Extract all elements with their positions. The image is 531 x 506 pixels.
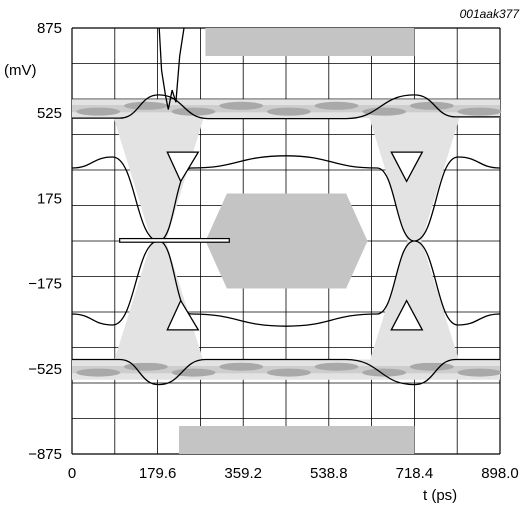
x-tick-label: 538.8 [310, 465, 348, 482]
upper-rail-dense-patch [314, 101, 359, 110]
jitter-bar [119, 237, 230, 243]
x-tick-label: 179.6 [139, 465, 177, 482]
eye-outline-1 [71, 358, 500, 386]
upper-rail-dense-patch [219, 101, 264, 110]
lower-rail-dense-patch [219, 362, 264, 371]
figure-id: 001aak377 [460, 7, 521, 21]
plot-area [71, 27, 502, 455]
x-tick-label: 718.4 [396, 465, 434, 482]
y-tick-label: 525 [37, 105, 62, 122]
upper-rail-dense-patch [266, 107, 311, 116]
eye-outline-0 [72, 94, 500, 120]
top-mask [205, 28, 415, 56]
eye-corner-triangle-3 [390, 299, 424, 331]
x-tick-label: 898.0 [481, 465, 519, 482]
lower-rail-dense-patch [314, 362, 359, 371]
eye-corner-triangle-2 [390, 151, 424, 183]
y-tick-label: 875 [37, 20, 62, 37]
overshoot-spike [158, 27, 185, 110]
upper-rail-dense-patch [362, 107, 407, 116]
bottom-mask [179, 426, 415, 454]
x-tick-label: 0 [68, 465, 76, 482]
y-tick-label: −525 [28, 361, 62, 378]
y-tick-label: −175 [28, 276, 62, 293]
x-tick-label: 359.2 [224, 465, 262, 482]
y-tick-label: 175 [37, 190, 62, 207]
eye-outline-4 [158, 155, 415, 327]
upper-rail-dense-patch [457, 107, 502, 116]
lower-rail-dense-patch [266, 368, 311, 377]
x-axis-unit: t (ps) [423, 487, 457, 504]
lower-rail-dense-patch [171, 368, 216, 377]
center-mask-hexagon [205, 193, 368, 289]
upper-rail-dense-patch [76, 107, 121, 116]
upper-rail-dense-patch [409, 101, 454, 110]
y-axis-unit: (mV) [4, 62, 37, 79]
lower-rail-dense-patch [76, 368, 121, 377]
eye-corner-triangle-1 [166, 299, 200, 331]
lower-rail-dense-patch [362, 368, 407, 377]
eye-corner-triangle-0 [166, 151, 200, 183]
lower-rail-dense-patch [123, 362, 168, 371]
lower-rail-dense-patch [457, 368, 502, 377]
upper-rail-dense-patch [123, 101, 168, 110]
right-crossing-density [369, 116, 460, 363]
y-tick-label: −875 [28, 446, 62, 463]
upper-rail-dense-patch [171, 107, 216, 116]
lower-rail-dense-patch [409, 362, 454, 371]
